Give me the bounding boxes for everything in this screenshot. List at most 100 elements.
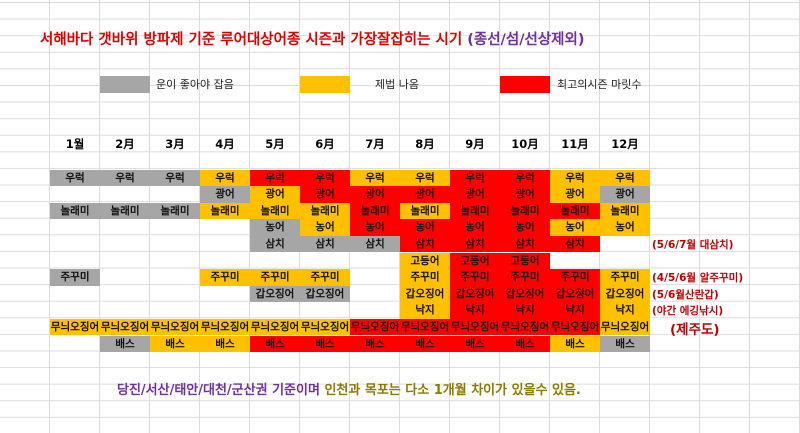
season-cell: 광어 xyxy=(500,186,550,203)
season-cell: 낙지 xyxy=(500,302,550,319)
season-cell: 놀래미 xyxy=(500,202,550,220)
month-header: 3月 xyxy=(165,137,185,151)
season-cell: 우럭 xyxy=(450,169,500,187)
season-cell: 배스 xyxy=(200,335,250,353)
season-cell: 무늬오징어 xyxy=(400,318,450,336)
row-note: (야간 에깅낚시) xyxy=(652,305,724,318)
season-cell: 농어 xyxy=(400,219,450,236)
season-cell: 광어 xyxy=(250,186,300,203)
row-note: (제주도) xyxy=(670,321,720,338)
season-cell: 광어 xyxy=(300,186,350,203)
month-header: 4月 xyxy=(215,137,235,151)
season-cell: 배스 xyxy=(350,335,400,353)
row-note: (4/5/6월 알주꾸미) xyxy=(652,272,744,285)
season-cell: 무늬오징어 xyxy=(200,318,250,336)
season-cell: 우럭 xyxy=(300,169,350,187)
season-cell: 놀래미 xyxy=(350,202,400,220)
season-cell: 갑오징어 xyxy=(400,285,450,303)
season-cell: 낙지 xyxy=(550,302,600,319)
season-cell: 배스 xyxy=(250,335,300,353)
season-cell: 갑오징어 xyxy=(550,285,600,303)
season-cell: 우럭 xyxy=(500,169,550,187)
month-header: 8月 xyxy=(415,137,435,151)
season-cell: 삼치 xyxy=(450,235,500,253)
season-cell: 주꾸미 xyxy=(600,269,650,286)
season-cell: 우럭 xyxy=(50,169,100,187)
season-cell: 농어 xyxy=(600,219,650,236)
season-cell: 삼치 xyxy=(550,235,600,253)
season-cell: 놀래미 xyxy=(250,202,300,220)
season-cell: 놀래미 xyxy=(100,202,150,220)
season-cell: 놀래미 xyxy=(550,202,600,220)
title-suffix: (종선/섬/선상제외) xyxy=(462,32,585,48)
season-cell: 광어 xyxy=(600,186,650,203)
season-cell: 고등어 xyxy=(500,252,550,270)
season-cell: 놀래미 xyxy=(300,202,350,220)
season-cell: 주꾸미 xyxy=(550,269,600,286)
season-cell: 농어 xyxy=(300,219,350,236)
season-cell: 무늬오징어 xyxy=(350,318,400,336)
season-cell: 농어 xyxy=(350,219,400,236)
legend-swatch-decent xyxy=(300,76,350,93)
season-cell: 낙지 xyxy=(450,302,500,319)
season-cell: 우럭 xyxy=(200,169,250,187)
season-cell: 광어 xyxy=(400,186,450,203)
title-main: 서해바다 갯바위 방파제 기준 루어대상어종 시즌과 가장잘잡히는 시기 xyxy=(40,32,463,48)
season-cell: 삼치 xyxy=(250,235,300,253)
season-cell: 우럭 xyxy=(100,169,150,187)
season-cell: 무늬오징어 xyxy=(50,318,100,336)
season-cell: 놀래미 xyxy=(150,202,200,220)
season-cell: 우럭 xyxy=(350,169,400,187)
legend-label-best: 최고의시즌 마릿수 xyxy=(557,78,642,91)
season-cell: 주꾸미 xyxy=(250,269,300,286)
season-cell: 갑오징어 xyxy=(450,285,500,303)
season-cell: 우럭 xyxy=(150,169,200,187)
season-cell: 낙지 xyxy=(400,302,450,319)
season-cell: 배스 xyxy=(500,335,550,353)
season-cell: 주꾸미 xyxy=(500,269,550,286)
month-header: 2月 xyxy=(115,137,135,151)
row-note: (5/6월산란갑) xyxy=(652,288,719,301)
season-cell: 삼치 xyxy=(400,235,450,253)
season-cell: 배스 xyxy=(150,335,200,353)
season-cell: 우럭 xyxy=(250,169,300,187)
season-cell: 삼치 xyxy=(350,235,400,253)
footer-region: 당진/서산/태안/대천/군산권 기준이며 xyxy=(117,383,320,398)
season-cell: 무늬오징어 xyxy=(500,318,550,336)
season-cell: 배스 xyxy=(450,335,500,353)
season-cell: 우럭 xyxy=(600,169,650,187)
season-cell: 고등어 xyxy=(400,252,450,270)
season-cell: 농어 xyxy=(500,219,550,236)
month-header: 12月 xyxy=(611,137,639,151)
season-cell: 무늬오징어 xyxy=(300,318,350,336)
season-cell: 낙지 xyxy=(600,302,650,319)
season-cell: 농어 xyxy=(550,219,600,236)
season-cell: 무늬오징어 xyxy=(150,318,200,336)
season-cell: 갑오징어 xyxy=(250,285,300,303)
season-cell: 무늬오징어 xyxy=(250,318,300,336)
season-cell: 주꾸미 xyxy=(300,269,350,286)
month-header: 1월 xyxy=(65,137,85,151)
season-cell: 주꾸미 xyxy=(400,269,450,286)
month-header: 10月 xyxy=(511,137,539,151)
season-cell: 배스 xyxy=(100,335,150,353)
season-cell: 놀래미 xyxy=(450,202,500,220)
season-cell: 갑오징어 xyxy=(300,285,350,303)
month-header: 6月 xyxy=(315,137,335,151)
season-cell: 놀래미 xyxy=(400,202,450,220)
season-cell: 광어 xyxy=(350,186,400,203)
season-cell: 광어 xyxy=(200,186,250,203)
season-cell: 배스 xyxy=(550,335,600,353)
season-cell: 무늬오징어 xyxy=(600,318,650,336)
season-cell: 놀래미 xyxy=(600,202,650,220)
season-cell: 농어 xyxy=(250,219,300,236)
season-cell: 무늬오징어 xyxy=(100,318,150,336)
legend-swatch-lucky xyxy=(100,76,150,93)
month-header: 5月 xyxy=(265,137,285,151)
season-cell: 주꾸미 xyxy=(450,269,500,286)
season-cell: 우럭 xyxy=(400,169,450,187)
season-cell: 놀래미 xyxy=(50,202,100,220)
month-header: 7月 xyxy=(365,137,385,151)
legend-label-lucky: 운이 좋아야 잡음 xyxy=(156,78,234,91)
